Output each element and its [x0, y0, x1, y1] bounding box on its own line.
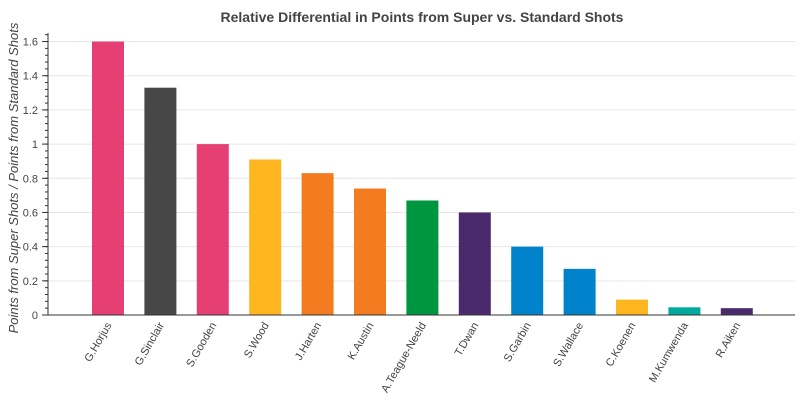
bar	[563, 268, 596, 315]
axes	[42, 33, 795, 316]
y-tick-label: 0	[32, 310, 38, 322]
bar	[406, 200, 439, 315]
x-category-label: S.Gooden	[184, 321, 219, 370]
y-tick-labels: 0 0.2 0.4 0.6 0.8 1 1.2 1.4 1.6	[23, 37, 38, 322]
x-category-labels: G.Horjus G.Sinclair S.Gooden S.Wood J.Harten…	[83, 320, 744, 395]
x-category-label: K.Austin	[346, 321, 377, 362]
bar	[354, 188, 386, 315]
y-tick-label: 1	[32, 139, 38, 151]
y-tick-label: 0.6	[23, 207, 38, 219]
x-category-label: J.Harten	[293, 321, 324, 363]
chart-title: Relative Differential in Points from Sup…	[221, 9, 624, 25]
bars	[92, 41, 753, 315]
bar	[511, 246, 544, 315]
x-category-label: G.Sinclair	[133, 320, 167, 368]
y-axis-label: Points from Super Shots / Points from St…	[6, 22, 21, 333]
bar	[458, 212, 491, 315]
y-tick-label: 0.4	[23, 242, 38, 254]
x-category-label: T.Dwan	[453, 321, 482, 359]
bar	[144, 87, 177, 315]
bar	[616, 299, 648, 315]
x-category-label: M.Kumwenda	[647, 320, 691, 385]
bar	[196, 144, 229, 315]
y-tick-label: 1.4	[23, 71, 38, 83]
x-category-label: R.Aiken	[714, 321, 744, 360]
bar	[301, 173, 334, 315]
y-tick-label: 1.6	[23, 37, 38, 49]
x-category-label: C.Koenen	[604, 321, 639, 369]
bar	[720, 308, 753, 315]
x-category-label: S.Garbin	[502, 321, 534, 365]
y-tick-label: 0.8	[23, 173, 38, 185]
y-tick-label: 0.2	[23, 276, 38, 288]
bar	[249, 159, 282, 315]
y-tick-label: 1.2	[23, 105, 38, 117]
bar	[92, 41, 124, 315]
x-category-label: A.Teague-Neeld	[379, 321, 429, 395]
x-category-label: S.Wallace	[551, 321, 586, 370]
x-category-label: G.Horjus	[83, 320, 115, 364]
bar	[668, 307, 701, 315]
x-category-label: S.Wood	[242, 321, 272, 361]
